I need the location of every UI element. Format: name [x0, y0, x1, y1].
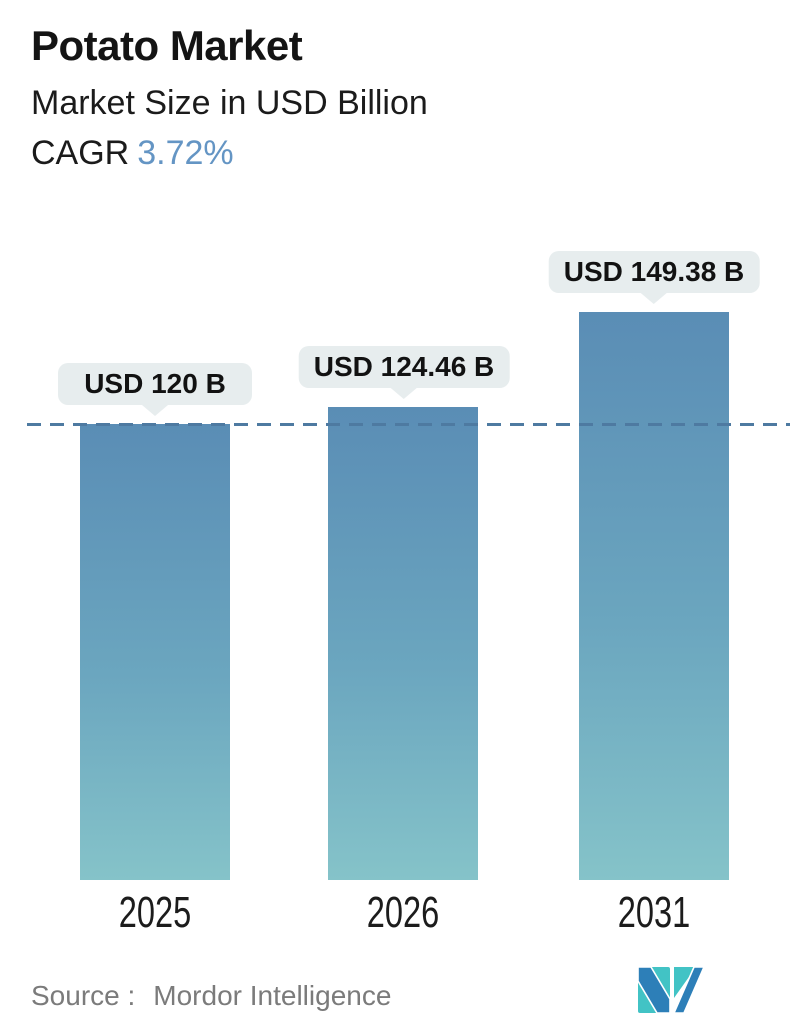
- source-text: Source : Mordor Intelligence: [31, 980, 391, 1012]
- reference-dashed-line: [27, 423, 790, 426]
- bar-2025: [80, 424, 230, 880]
- source-name: Mordor Intelligence: [153, 980, 392, 1011]
- value-callout-2025: USD 120 B: [58, 363, 252, 405]
- x-axis-label-2026: 2026: [366, 888, 440, 937]
- x-axis-label-2031: 2031: [617, 888, 691, 937]
- bar-2026: [328, 407, 478, 880]
- value-callout-text: USD 124.46 B: [313, 351, 495, 382]
- value-callout-2031: USD 149.38 B: [548, 251, 760, 293]
- cagr-value: 3.72%: [137, 134, 234, 172]
- source-label: Source :: [31, 980, 136, 1011]
- cagr-line: CAGR 3.72%: [31, 134, 234, 173]
- cagr-label: CAGR: [31, 134, 130, 172]
- value-callout-text: USD 149.38 B: [563, 256, 745, 287]
- mordor-intelligence-logo: [638, 967, 704, 1013]
- value-callout-2026: USD 124.46 B: [298, 346, 510, 388]
- chart-subtitle: Market Size in USD Billion: [31, 84, 428, 122]
- page-title: Potato Market: [31, 22, 303, 69]
- value-callout-text: USD 120 B: [84, 368, 226, 399]
- bar-2031: [579, 312, 729, 880]
- x-axis-label-2025: 2025: [118, 888, 192, 937]
